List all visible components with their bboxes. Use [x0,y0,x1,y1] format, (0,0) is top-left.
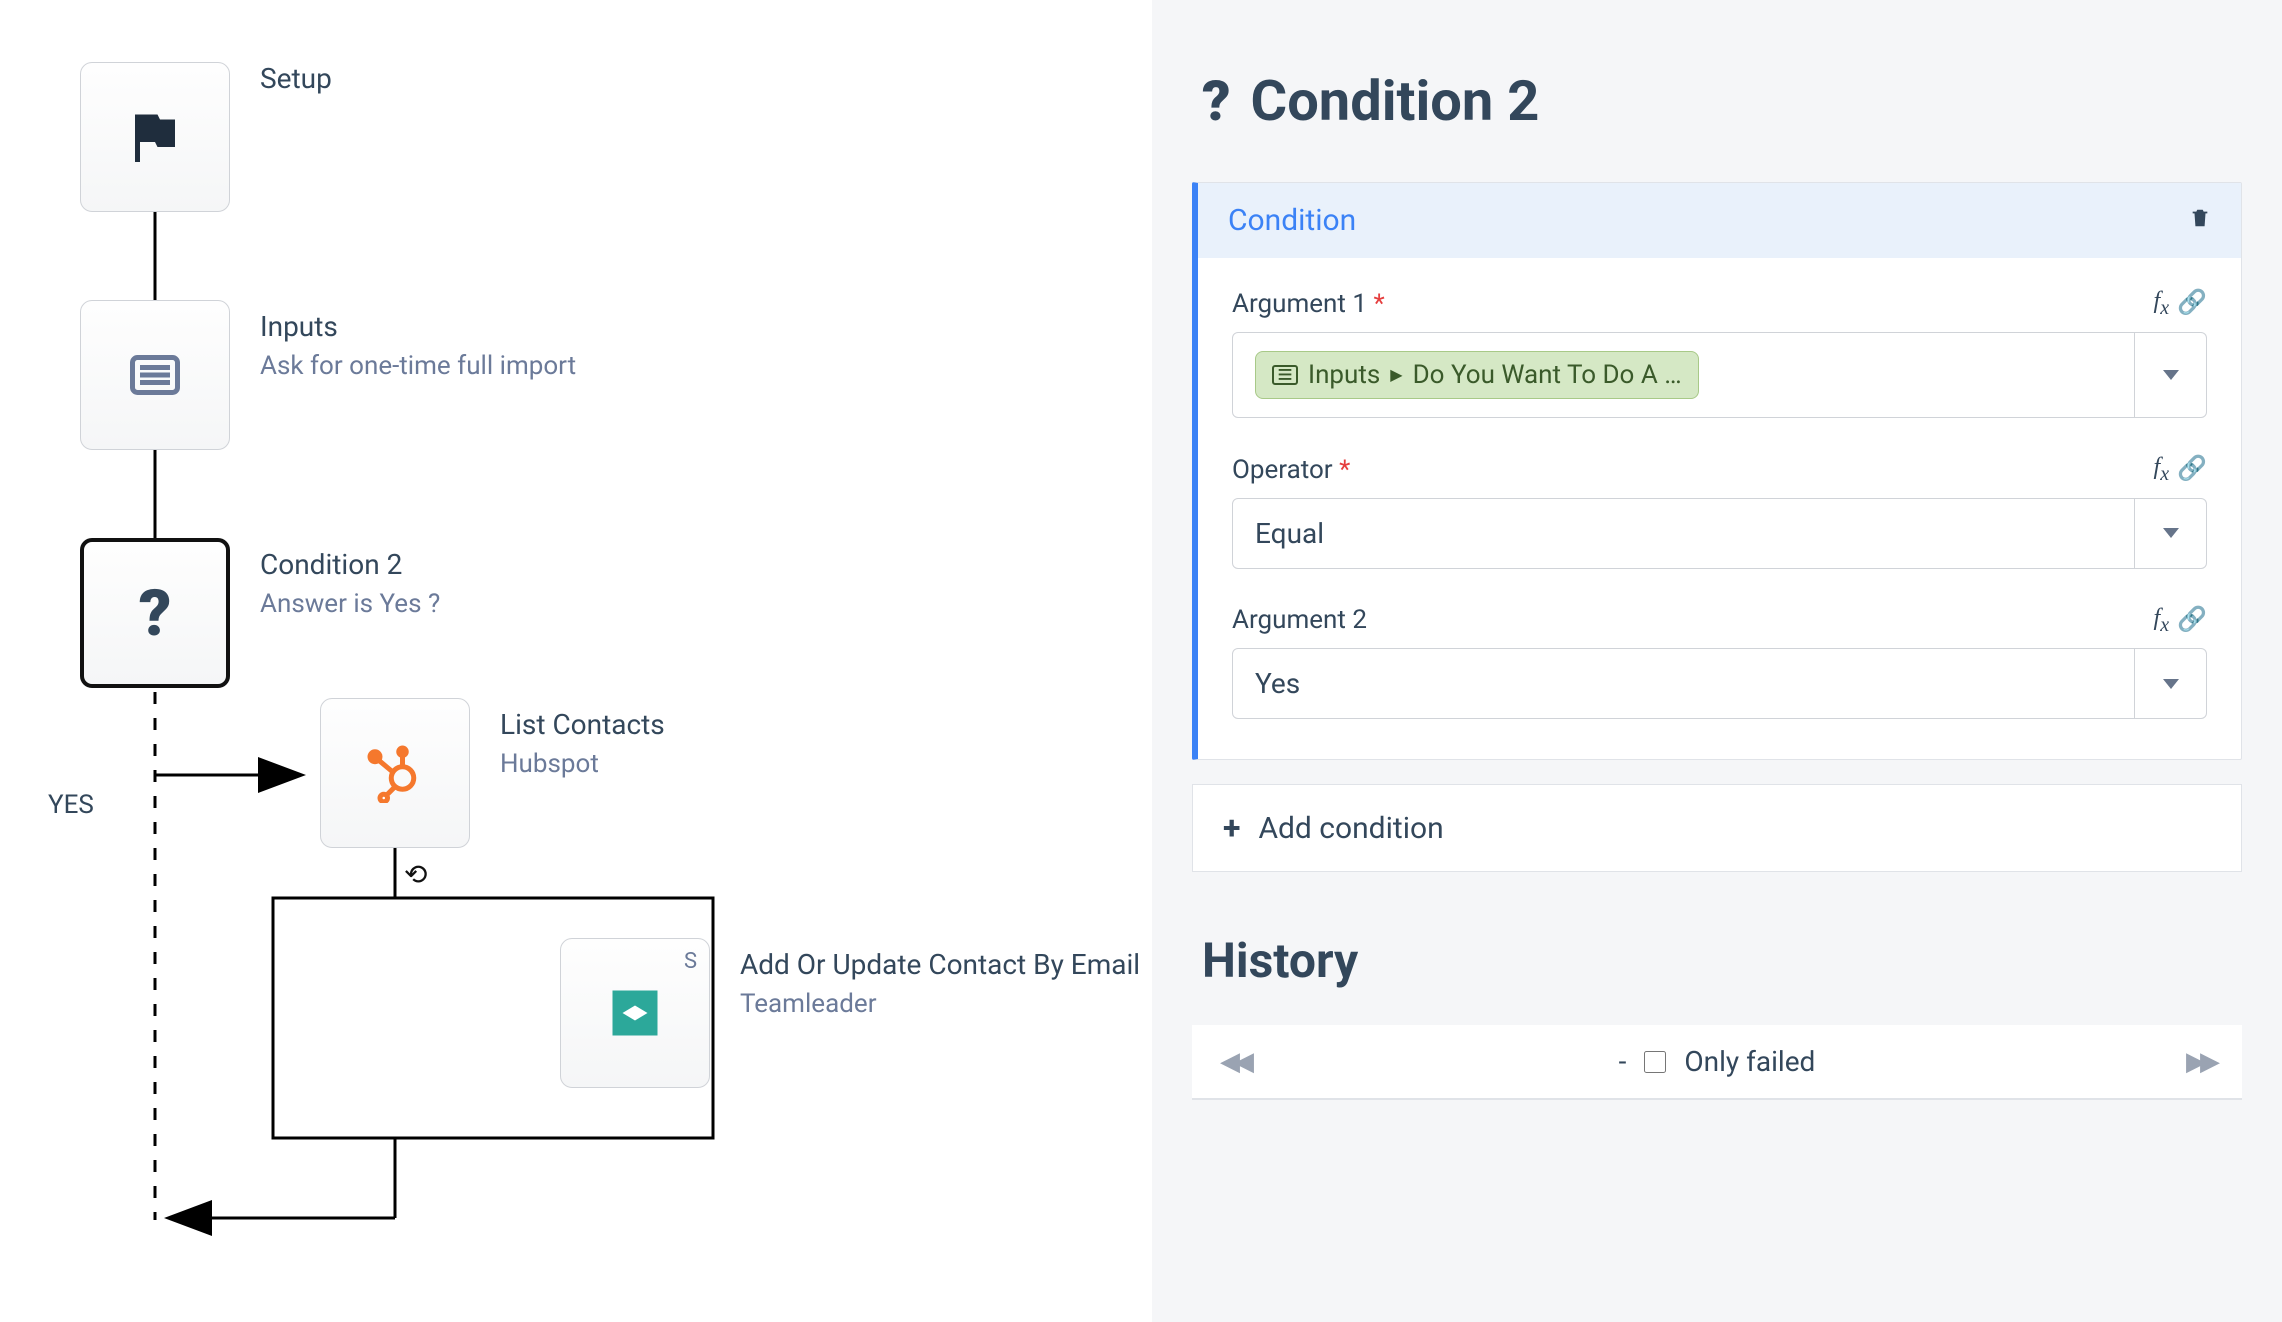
list-icon: ≡ [1272,365,1298,385]
only-failed-checkbox[interactable] [1644,1051,1666,1073]
history-title: History [1202,932,2242,989]
field-operator: Operator * fx 🔗 Equal [1232,454,2207,569]
fx-icon[interactable]: fx [2154,605,2170,637]
question-icon: ? [139,576,172,651]
flow-node-condition2[interactable]: ? [80,538,230,688]
node-subtitle: Hubspot [500,749,665,779]
chevron-down-icon [2163,370,2179,380]
argument1-dropdown[interactable] [2135,332,2207,418]
hubspot-icon [365,743,425,803]
flow-node-add-update[interactable]: S [560,938,710,1088]
argument2-input[interactable]: Yes [1232,648,2135,719]
node-title: Add Or Update Contact By Email [740,948,1140,981]
chevron-down-icon [2163,528,2179,538]
add-condition-button[interactable]: + Add condition [1192,784,2242,872]
field-argument1: Argument 1 * fx 🔗 ≡ Inputs ▶ Do You Want… [1232,288,2207,418]
link-icon[interactable]: 🔗 [2177,288,2207,320]
operator-input[interactable]: Equal [1232,498,2135,569]
delete-icon[interactable] [2189,206,2211,236]
panel-header: ? Condition 2 [1192,0,2242,182]
first-page-icon[interactable]: ◀◀ [1220,1047,1248,1077]
node-title: List Contacts [500,708,665,741]
field-label: Operator * [1232,455,1350,485]
node-subtitle: Answer is Yes ? [260,589,440,619]
branch-label-yes: YES [48,790,94,820]
operator-dropdown[interactable] [2135,498,2207,569]
sidebar-panel: ? Condition 2 Condition Argument 1 * fx … [1152,0,2282,1322]
teamleader-icon [605,983,665,1043]
node-subtitle: Teamleader [740,989,1140,1019]
chevron-right-icon: ▶ [1390,365,1402,384]
workflow-canvas[interactable]: Setup Inputs Ask for one-time full impor… [0,0,1152,1322]
history-toolbar: ◀◀ - Only failed ▶▶ [1192,1025,2242,1100]
node-title: Setup [260,62,332,95]
argument2-dropdown[interactable] [2135,648,2207,719]
field-argument2: Argument 2 fx 🔗 Yes [1232,605,2207,720]
flow-node-inputs[interactable] [80,300,230,450]
badge: S [684,949,697,974]
question-icon: ? [1202,68,1231,134]
section-title: Condition [1228,203,1356,238]
input-chip[interactable]: ≡ Inputs ▶ Do You Want To Do A … [1255,351,1699,399]
flag-icon [125,107,185,167]
fx-icon[interactable]: fx [2154,454,2170,486]
flow-node-list-contacts[interactable] [320,698,470,848]
panel-title: Condition 2 [1251,68,1540,134]
link-icon[interactable]: 🔗 [2177,454,2207,486]
fx-icon[interactable]: fx [2154,288,2170,320]
node-subtitle: Ask for one-time full import [260,351,576,381]
node-title: Condition 2 [260,548,440,581]
argument1-input[interactable]: ≡ Inputs ▶ Do You Want To Do A … [1232,332,2135,418]
field-label: Argument 1 * [1232,289,1385,319]
node-title: Inputs [260,310,576,343]
chevron-down-icon [2163,679,2179,689]
field-label: Argument 2 [1232,605,1367,635]
list-icon [125,345,185,405]
only-failed-label: Only failed [1684,1045,1815,1078]
flow-node-setup[interactable] [80,62,230,212]
link-icon[interactable]: 🔗 [2177,605,2207,637]
loop-icon: ⟲ [404,858,427,891]
last-page-icon[interactable]: ▶▶ [2186,1047,2214,1077]
plus-icon: + [1223,809,1240,847]
condition-card: Condition Argument 1 * fx 🔗 ≡ [1192,182,2242,760]
